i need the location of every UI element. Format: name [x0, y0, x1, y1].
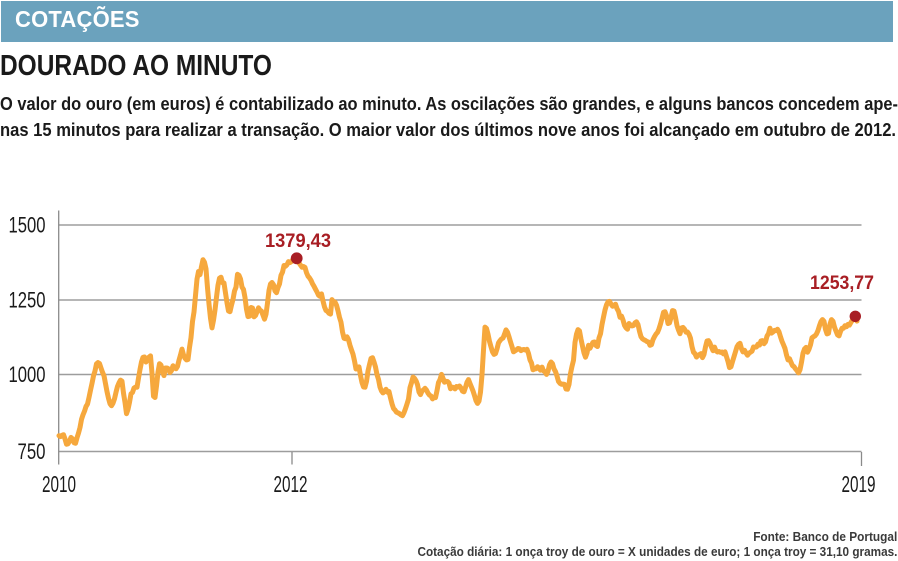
svg-text:1253,77: 1253,77: [810, 272, 874, 294]
svg-text:2019: 2019: [842, 471, 876, 497]
svg-text:1500: 1500: [9, 213, 46, 238]
svg-text:1379,43: 1379,43: [265, 230, 331, 252]
svg-text:750: 750: [18, 439, 46, 464]
svg-text:1250: 1250: [9, 288, 46, 313]
svg-text:2012: 2012: [274, 471, 308, 497]
svg-text:1000: 1000: [9, 362, 46, 387]
svg-text:2010: 2010: [42, 471, 76, 497]
